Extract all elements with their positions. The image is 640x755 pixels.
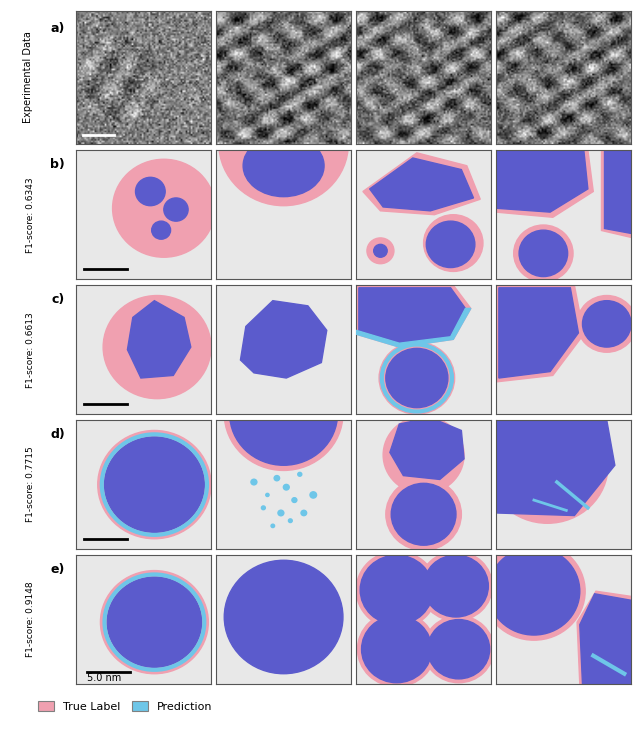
Polygon shape xyxy=(604,150,631,233)
Circle shape xyxy=(224,560,343,673)
Polygon shape xyxy=(602,150,631,236)
Text: F1-score: 0.9148: F1-score: 0.9148 xyxy=(26,582,35,658)
Polygon shape xyxy=(363,153,480,214)
Circle shape xyxy=(483,542,585,640)
Circle shape xyxy=(362,616,432,683)
Text: F1-score: 0.6613: F1-score: 0.6613 xyxy=(26,312,35,387)
Polygon shape xyxy=(499,288,579,378)
Polygon shape xyxy=(496,420,615,516)
Circle shape xyxy=(301,510,307,516)
Circle shape xyxy=(391,483,456,545)
Circle shape xyxy=(383,416,464,494)
Circle shape xyxy=(224,357,343,470)
Circle shape xyxy=(113,159,215,257)
Polygon shape xyxy=(496,285,584,382)
Text: e): e) xyxy=(51,563,65,576)
Circle shape xyxy=(424,214,483,272)
Circle shape xyxy=(360,555,433,624)
Circle shape xyxy=(152,221,171,239)
Polygon shape xyxy=(127,300,191,378)
Circle shape xyxy=(514,225,573,282)
Circle shape xyxy=(136,177,165,205)
Text: a): a) xyxy=(51,21,65,35)
Polygon shape xyxy=(496,150,588,212)
Circle shape xyxy=(98,430,211,539)
Circle shape xyxy=(488,547,580,635)
Text: Experimental Data: Experimental Data xyxy=(23,32,33,123)
Circle shape xyxy=(104,437,204,532)
Text: F1-score: 0.7715: F1-score: 0.7715 xyxy=(26,447,35,522)
Text: c): c) xyxy=(51,293,65,306)
Legend: True Label, Prediction: True Label, Prediction xyxy=(38,701,212,711)
Polygon shape xyxy=(390,418,464,479)
Circle shape xyxy=(367,238,394,263)
Polygon shape xyxy=(580,593,631,684)
Circle shape xyxy=(164,198,188,221)
Polygon shape xyxy=(370,158,474,211)
Circle shape xyxy=(219,82,348,205)
Text: d): d) xyxy=(50,428,65,441)
Circle shape xyxy=(274,476,280,481)
Circle shape xyxy=(284,485,289,490)
Circle shape xyxy=(424,616,493,683)
Text: F1-score: 0.6343: F1-score: 0.6343 xyxy=(26,177,35,252)
Polygon shape xyxy=(359,288,465,344)
Circle shape xyxy=(298,473,302,476)
Circle shape xyxy=(230,362,337,465)
Circle shape xyxy=(519,230,568,276)
Circle shape xyxy=(374,245,387,257)
Text: 5.0 nm: 5.0 nm xyxy=(87,673,121,683)
Circle shape xyxy=(251,479,257,485)
Circle shape xyxy=(424,555,488,617)
Circle shape xyxy=(100,571,209,673)
Circle shape xyxy=(266,493,269,497)
Circle shape xyxy=(292,498,297,503)
Circle shape xyxy=(577,295,636,353)
Circle shape xyxy=(261,506,266,510)
Polygon shape xyxy=(356,285,471,347)
Polygon shape xyxy=(577,591,631,684)
Circle shape xyxy=(310,492,317,498)
Circle shape xyxy=(289,519,292,522)
Polygon shape xyxy=(356,308,471,347)
Polygon shape xyxy=(241,300,327,378)
Circle shape xyxy=(386,478,461,550)
Ellipse shape xyxy=(243,135,324,196)
Circle shape xyxy=(386,348,448,408)
Circle shape xyxy=(271,524,275,528)
Circle shape xyxy=(486,407,608,523)
Polygon shape xyxy=(496,150,593,217)
Circle shape xyxy=(379,342,454,414)
Circle shape xyxy=(278,510,284,516)
Text: b): b) xyxy=(50,158,65,171)
Circle shape xyxy=(420,551,492,621)
Circle shape xyxy=(426,221,475,267)
Circle shape xyxy=(356,551,437,629)
Circle shape xyxy=(582,300,631,347)
Circle shape xyxy=(103,295,211,399)
Circle shape xyxy=(428,620,490,679)
Circle shape xyxy=(358,612,436,686)
Circle shape xyxy=(107,577,202,667)
